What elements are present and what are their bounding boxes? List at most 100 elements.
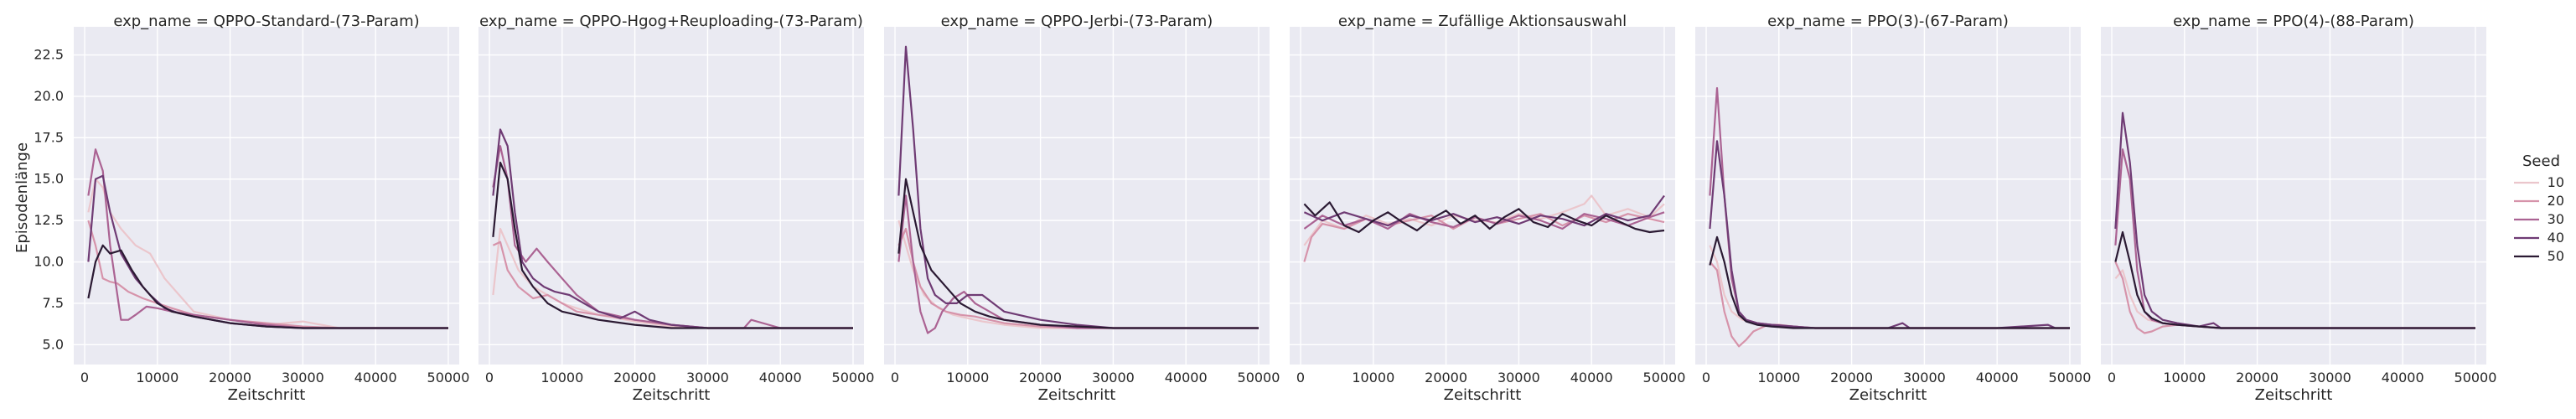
series-lines: [2114, 111, 2475, 334]
x-tick-label: 20000: [2236, 370, 2279, 385]
series-line-seed-30: [492, 145, 853, 329]
panel-background: [2101, 27, 2486, 365]
x-tick-label: 40000: [1165, 370, 1208, 385]
x-axis-label: Zeitschritt: [1849, 386, 1927, 404]
series-line-seed-50: [1709, 235, 2070, 329]
series-line-seed-40: [492, 128, 853, 329]
series-line-seed-50: [897, 178, 1259, 329]
series-line-seed-50: [1303, 201, 1665, 234]
facet-panel: exp_name = Zufällige Aktionsauswahl 0 1000…: [1290, 13, 1685, 404]
series-lines: [1303, 194, 1665, 262]
series-lines: [87, 148, 448, 329]
series-lines: [1709, 86, 2070, 348]
facet-title: exp_name = QPPO-Standard-(73-Param): [113, 13, 419, 30]
facet-panel: exp_name = QPPO-Hgog+Reuploading-(73-Par…: [478, 13, 874, 404]
gridlines: [1290, 27, 1675, 365]
series-lines: [897, 45, 1259, 334]
x-tick-label: 40000: [1976, 370, 2019, 385]
x-tick-label: 0: [80, 370, 89, 385]
x-tick-label: 10000: [541, 370, 583, 385]
x-tick-label: 0: [2108, 370, 2116, 385]
y-tick-label: 10.0: [34, 254, 64, 270]
series-line-seed-30: [897, 194, 1259, 334]
gridlines: [74, 27, 459, 365]
x-tick-label: 30000: [282, 370, 324, 385]
series-line-seed-40: [1303, 194, 1665, 227]
gridlines: [2101, 27, 2486, 365]
x-tick-label: 30000: [1903, 370, 1946, 385]
x-tick-label: 40000: [759, 370, 802, 385]
y-tick-label: 17.5: [34, 129, 64, 145]
x-tick-label: 10000: [946, 370, 989, 385]
legend-entry: 50: [2514, 248, 2564, 264]
x-tick-label: 10000: [1352, 370, 1394, 385]
gridlines: [884, 27, 1270, 365]
legend-label: 10: [2548, 174, 2564, 190]
y-axis: 5.0 7.5 10.0 12.5 15.0 17.5 20.0 22.5: [34, 47, 64, 353]
x-tick-label: 50000: [2049, 370, 2092, 385]
x-tick-label: 0: [1296, 370, 1305, 385]
y-tick-label: 12.5: [34, 212, 64, 228]
facet-panel: exp_name = QPPO-Jerbi-(73-Param) 0 10000 20…: [884, 13, 1280, 404]
legend-label: 20: [2548, 193, 2564, 209]
x-axis-label: Zeitschritt: [1444, 386, 1522, 404]
gridlines: [478, 27, 864, 365]
panel-background: [74, 27, 459, 365]
panel-background: [884, 27, 1270, 365]
gridlines: [1695, 27, 2081, 365]
series-lines: [492, 128, 853, 329]
x-axis-label: Zeitschritt: [633, 386, 711, 404]
x-tick-label: 10000: [1757, 370, 1800, 385]
x-tick-label: 0: [485, 370, 494, 385]
y-axis-label: Episodenlänge: [13, 142, 31, 253]
y-tick-label: 15.0: [34, 171, 64, 187]
series-line-seed-50: [2114, 230, 2475, 329]
x-tick-label: 40000: [1570, 370, 1613, 385]
facet-panel: exp_name = QPPO-Standard-(73-Param) 0 1000…: [74, 13, 469, 404]
legend-entry: 10: [2514, 174, 2564, 190]
series-line-seed-50: [492, 161, 853, 329]
x-axis-label: Zeitschritt: [228, 386, 306, 404]
x-axis-label: Zeitschritt: [1038, 386, 1116, 404]
panel-background: [1290, 27, 1675, 365]
facet-title: exp_name = QPPO-Hgog+Reuploading-(73-Par…: [479, 13, 863, 30]
legend-title: Seed: [2522, 153, 2560, 170]
facet-panels: 5.0 7.5 10.0 12.5 15.0 17.5 20.0 22.5 exp_name =…: [34, 13, 2496, 404]
legend-label: 40: [2548, 230, 2564, 246]
x-tick-label: 0: [1702, 370, 1710, 385]
x-tick-label: 30000: [2309, 370, 2351, 385]
x-tick-label: 0: [891, 370, 899, 385]
facet-title: exp_name = Zufällige Aktionsauswahl: [1338, 13, 1627, 30]
facet-title: exp_name = PPO(4)-(88-Param): [2173, 13, 2414, 30]
y-tick-label: 5.0: [43, 336, 64, 352]
x-tick-label: 50000: [1238, 370, 1280, 385]
x-tick-label: 40000: [2382, 370, 2424, 385]
y-tick-label: 20.0: [34, 88, 64, 104]
x-tick-label: 50000: [832, 370, 875, 385]
x-tick-label: 20000: [1830, 370, 1873, 385]
x-tick-label: 30000: [1092, 370, 1135, 385]
x-tick-label: 40000: [354, 370, 397, 385]
panel-background: [478, 27, 864, 365]
x-axis-label: Zeitschritt: [2255, 386, 2333, 404]
legend-entry: 40: [2514, 230, 2564, 246]
facet-panel: exp_name = PPO(4)-(88-Param) 0 10000 20000 3…: [2101, 13, 2496, 404]
facet-title: exp_name = QPPO-Jerbi-(73-Param): [941, 13, 1213, 30]
x-tick-label: 20000: [1425, 370, 1467, 385]
x-tick-label: 50000: [427, 370, 470, 385]
legend-label: 50: [2548, 248, 2564, 264]
legend: Seed 10 20 30 40 50: [2514, 153, 2564, 264]
x-tick-label: 20000: [1019, 370, 1062, 385]
legend-entries: 10 20 30 40 50: [2514, 174, 2564, 264]
x-tick-label: 10000: [136, 370, 178, 385]
facet-panel: exp_name = PPO(3)-(67-Param) 0 10000 20000 3…: [1695, 13, 2091, 404]
x-tick-label: 50000: [1643, 370, 1686, 385]
x-tick-label: 10000: [2163, 370, 2206, 385]
legend-label: 30: [2548, 211, 2564, 227]
y-tick-label: 22.5: [34, 47, 64, 63]
series-line-seed-50: [87, 244, 448, 329]
facet-title: exp_name = PPO(3)-(67-Param): [1767, 13, 2009, 30]
x-tick-label: 20000: [613, 370, 656, 385]
y-tick-label: 7.5: [43, 295, 64, 311]
